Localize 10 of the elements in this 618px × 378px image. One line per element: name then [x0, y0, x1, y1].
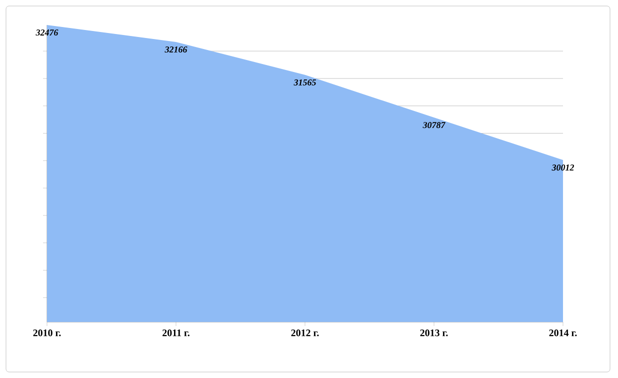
data-label: 30012: [552, 164, 574, 171]
x-tick-label: 2011 г.: [162, 330, 190, 336]
data-label: 32476: [36, 30, 58, 36]
x-tick-label: 2013 г.: [420, 330, 448, 336]
x-tick-label: 2010 г.: [33, 330, 61, 336]
data-label: 31565: [294, 79, 316, 86]
x-tick-label: 2012 г.: [291, 330, 319, 336]
data-label: 30787: [422, 122, 446, 128]
data-label: 32166: [164, 46, 188, 53]
x-tick-label: 2014 г.: [549, 330, 577, 336]
